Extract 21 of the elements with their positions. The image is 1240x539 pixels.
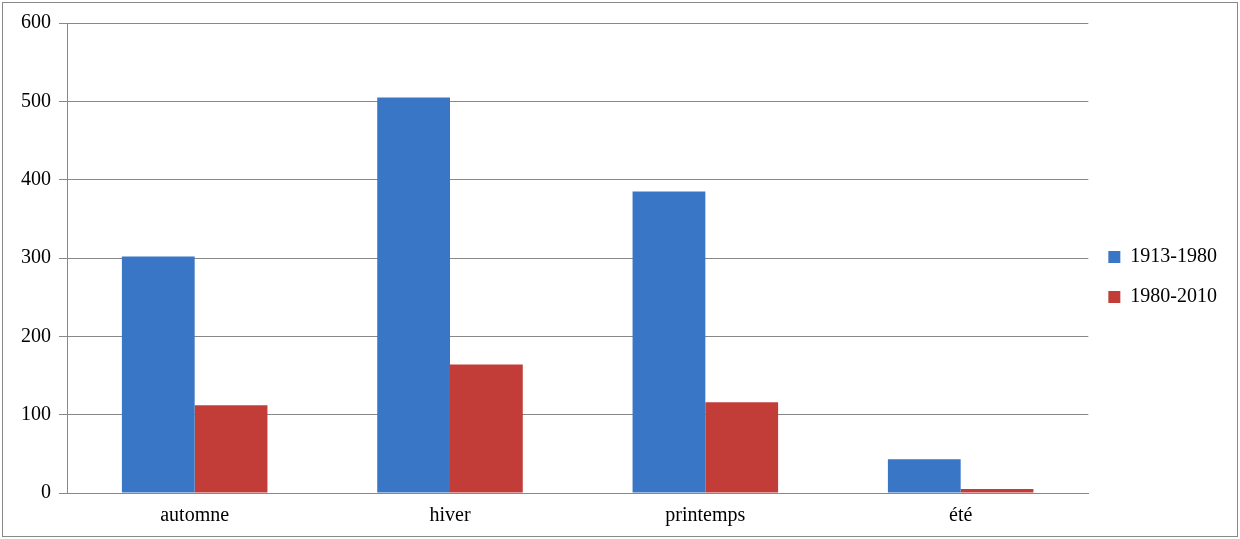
y-tick-label: 100 [21,401,51,424]
y-tick-label: 200 [21,323,51,346]
y-tick-label: 500 [21,88,51,111]
y-tick-label: 300 [21,245,51,268]
bar [450,364,523,493]
bar [194,405,268,493]
bar [960,489,1034,493]
y-tick-label: 600 [21,10,51,33]
legend-label: 1913-1980 [1130,244,1218,267]
x-tick-label: automne [160,503,230,526]
x-tick-label: hiver [429,503,471,526]
x-tick-label: printemps [665,503,746,527]
legend-label: 1980-2010 [1130,284,1218,307]
y-tick-label: 400 [21,166,51,189]
bar [705,402,779,493]
bar [887,459,961,493]
x-tick-label: été [949,503,973,526]
bar [121,256,195,493]
bar [377,97,450,493]
y-tick-label: 0 [41,480,51,503]
bar [632,191,706,493]
